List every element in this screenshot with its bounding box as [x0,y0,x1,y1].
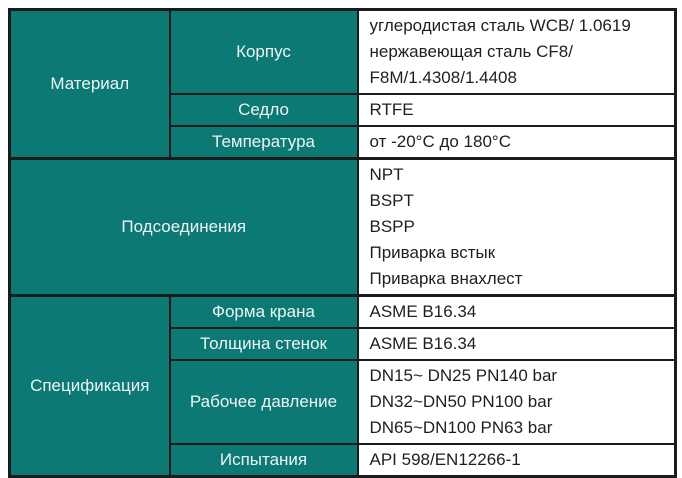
param-label-testing: Испытания [168,443,359,478]
table-row: Подсоединения NPT BSPT BSPP Приварка вст… [8,157,677,297]
table-row: Материал Корпус углеродистая сталь WCB/ … [8,8,677,160]
param-label-temperature: Температура [168,125,359,160]
value-connections: NPT BSPT BSPP Приварка встык Приварка вн… [356,157,677,297]
section-label-connections: Подсоединения [8,157,359,297]
value-temperature: от -20°C до 180°C [356,125,677,160]
value-valve-form: ASME B16.34 [356,294,677,329]
table-row: Рабочее давление DN15~ DN25 PN140 bar DN… [10,359,677,445]
section-label-specification: Спецификация [8,294,171,478]
param-label-seat: Седло [168,93,359,127]
table-row: Температура от -20°C до 180°C [10,125,677,160]
value-body-material: углеродистая сталь WCB/ 1.0619 нержавеющ… [356,8,677,95]
value-working-pressure: DN15~ DN25 PN140 bar DN32~DN50 PN100 bar… [356,359,677,445]
param-label-valve-form: Форма крана [168,294,359,329]
spec-table: Материал Корпус углеродистая сталь WCB/ … [8,8,677,478]
value-testing: API 598/EN12266-1 [356,443,677,478]
page: Материал Корпус углеродистая сталь WCB/ … [8,8,677,478]
section-label-material: Материал [8,8,171,160]
value-wall-thickness: ASME B16.34 [356,327,677,361]
param-label-working-pressure: Рабочее давление [168,359,359,445]
param-label-wall-thickness: Толщина стенок [168,327,359,361]
param-label-body: Корпус [168,8,359,95]
table-row: Спецификация Форма крана ASME B16.34 [8,294,677,478]
value-seat: RTFE [356,93,677,127]
table-row: Седло RTFE [10,93,677,127]
table-row: Толщина стенок ASME B16.34 [10,327,677,361]
